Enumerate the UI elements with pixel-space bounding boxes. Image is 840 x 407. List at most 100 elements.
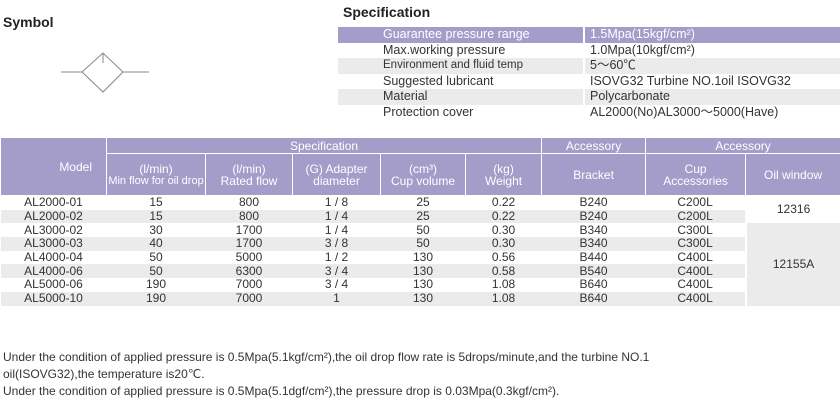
table-cell: B340 [541, 237, 646, 251]
table-cell: 5000 [235, 250, 263, 265]
note: Under the condition of applied pressure … [3, 384, 560, 398]
notes: Under the condition of applied pressure … [3, 349, 703, 400]
model-cell: AL3000-03 [0, 237, 107, 251]
model-cell: AL3000-02 [24, 222, 83, 237]
spec-row: Max.working pressure 1.0Mpa(10kgf/cm²) [338, 42, 840, 58]
table-cell: 3 / 4 [324, 277, 349, 292]
table-cell: C400L [645, 264, 746, 279]
spec-value: 1.5Mpa(15kgf/cm²) [583, 27, 840, 43]
symbol-title: Symbol [3, 14, 54, 30]
table-cell: B440 [579, 250, 608, 265]
table-cell: 1 [292, 292, 381, 306]
table-cell: 50 [416, 222, 430, 237]
model-cell: AL5000-06 [24, 277, 83, 292]
table-cell: 190 [145, 277, 167, 292]
spec-label: Protection cover [383, 104, 474, 119]
table-row: AL2000-02 15 800 1 / 4 25 0.22 B240 C200L [0, 210, 840, 224]
table-cell: 40 [106, 237, 206, 251]
spec-value: 1.0Mpa(10kgf/cm²) [583, 42, 840, 58]
table-cell: C200L [677, 195, 713, 210]
filter-symbol-icon [61, 52, 149, 93]
model-cell: AL4000-06 [0, 264, 107, 279]
column-label: Min flow for oil drop [108, 174, 204, 187]
column-header: (l/min) Rated flow [205, 153, 293, 196]
table-row: AL4000-04 50 5000 1 / 2 130 0.56 B440 C400L [1, 251, 840, 265]
table-cell: B340 [579, 222, 608, 237]
specification-table: Guarantee pressure range 1.5Mpa(15kgf/cm²… [338, 27, 840, 120]
column-unit: Cup [684, 161, 707, 176]
table-cell: C400L [645, 292, 746, 306]
table-cell: 50 [380, 237, 466, 251]
table-cell: B240 [541, 210, 646, 224]
spec-label: Suggested lubricant [383, 73, 494, 88]
table-cell: 7000 [205, 292, 293, 306]
header-model: Model [0, 137, 107, 196]
table-row: AL3000-02 30 1700 1 / 4 50 0.30 B340 C300L 12155… [1, 222, 840, 306]
table-cell: 3 / 8 [292, 237, 381, 251]
table-cell: 130 [380, 292, 466, 306]
table-row: AL5000-10 190 7000 1 130 1.08 B640 C400L [0, 292, 840, 306]
column-label: diameter [313, 173, 360, 188]
spec-label: Guarantee pressure range [338, 27, 584, 43]
table-cell: C200L [645, 210, 746, 224]
spec-row: Protection cover AL2000(No)AL3000～5000(Ha… [338, 104, 840, 120]
table-cell: 1 / 4 [292, 210, 381, 224]
oil-window-cell: 12155A [744, 223, 840, 306]
table-row: AL4000-06 50 6300 3 / 4 130 0.58 B540 C400L [0, 264, 840, 279]
column-label: Accessories [663, 173, 728, 188]
column-header: (kg) Weight [464, 153, 543, 196]
column-label: Oil window [764, 167, 823, 182]
column-header: (l/min) Min flow for oil drop [106, 153, 206, 196]
table-cell: 50 [149, 250, 163, 265]
header-accessory: Accessory [645, 137, 840, 154]
table-cell: 1.08 [465, 292, 542, 306]
header-accessory: Accessory [541, 137, 647, 154]
table-cell: B640 [541, 292, 646, 306]
column-unit: (kg) [493, 161, 514, 176]
table-cell: C400L [677, 250, 713, 265]
spec-value: ISOVG32 Turbine NO.1oil ISOVG32 [583, 73, 840, 89]
model-cell: AL2000-01 [24, 195, 83, 210]
table-cell: 0.22 [465, 210, 542, 224]
table-cell: 800 [238, 195, 260, 210]
table-cell: 190 [106, 292, 206, 306]
table-cell: B240 [579, 195, 608, 210]
column-label: Cup volume [390, 173, 456, 188]
table-cell: 0.30 [465, 237, 542, 251]
column-label: Rated flow [220, 173, 278, 188]
column-header: Cup Accessories [645, 153, 747, 196]
table-cell: C300L [677, 222, 713, 237]
table-cell: B540 [541, 264, 646, 279]
table-cell: 0.22 [491, 195, 516, 210]
column-label: Bracket [573, 167, 614, 182]
table-row: AL3000-03 40 1700 3 / 8 50 0.30 B340 C300L [0, 237, 840, 251]
table-cell: 15 [149, 195, 163, 210]
table-cell: 130 [412, 277, 434, 292]
column-label: Weight [484, 173, 523, 188]
table-cell: 1700 [235, 222, 263, 237]
spec-row: Suggested lubricant ISOVG32 Turbine NO.1o… [338, 73, 840, 89]
spec-value: Polycarbonate [583, 89, 840, 105]
table-cell: 1 / 2 [324, 250, 349, 265]
spec-label: Max.working pressure [383, 42, 506, 57]
column-unit: (cm³) [409, 161, 437, 176]
model-cell: AL2000-02 [0, 210, 107, 224]
table-cell: 1.08 [491, 277, 516, 292]
table-cell: 1 / 8 [324, 195, 349, 210]
model-cell: AL4000-04 [24, 250, 83, 265]
spec-row: Material Polycarbonate [338, 89, 840, 105]
table-cell: 25 [380, 210, 466, 224]
table-cell: B640 [579, 277, 608, 292]
spec-row: Guarantee pressure range 1.5Mpa(15kgf/cm²… [338, 27, 840, 43]
table-cell: 15 [106, 210, 206, 224]
table-cell: 1700 [205, 237, 293, 251]
column-header: (cm³) Cup volume [380, 153, 466, 196]
table-cell: 130 [412, 250, 434, 265]
table-cell: C400L [677, 277, 713, 292]
table-cell: 0.30 [491, 222, 516, 237]
column-header: Oil window [745, 153, 840, 196]
table-cell: 50 [106, 264, 206, 279]
column-unit: (l/min) [139, 161, 173, 176]
column-unit: (G) Adapter [305, 161, 368, 176]
specification-title: Specification [343, 4, 431, 20]
